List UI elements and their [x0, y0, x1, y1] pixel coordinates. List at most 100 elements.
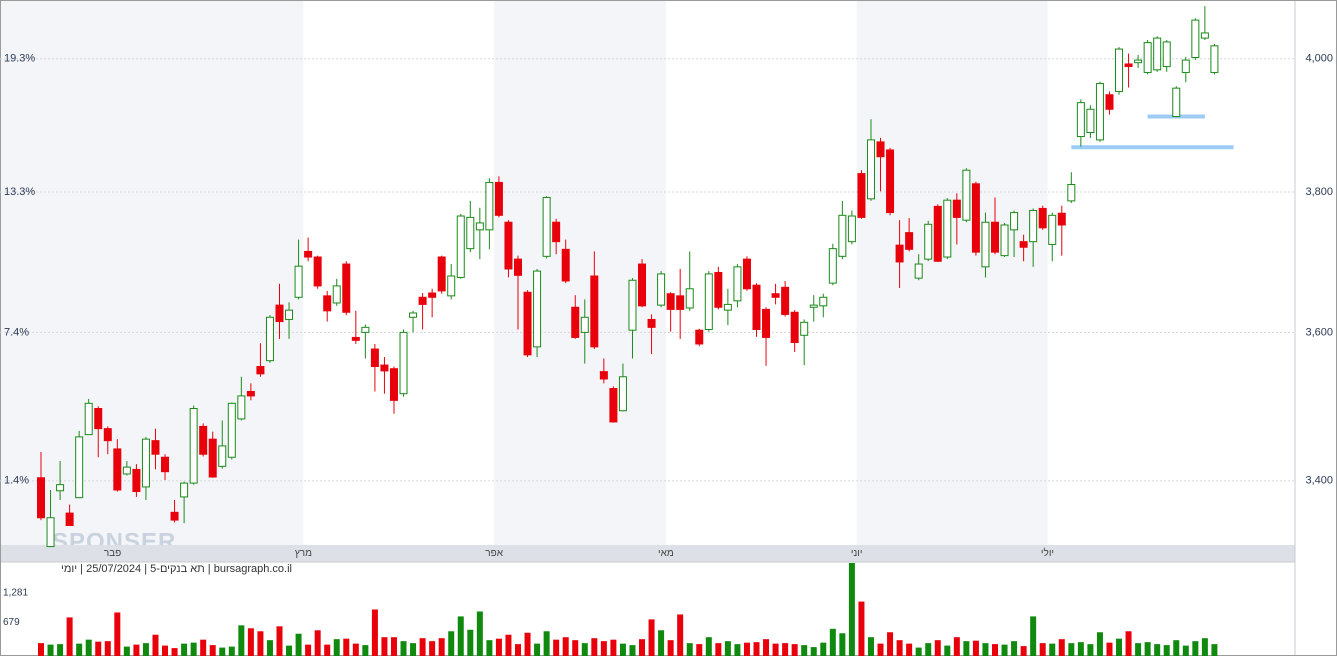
candle-body: [265, 316, 274, 362]
candle-body: [962, 169, 971, 221]
candle-body: [370, 348, 379, 368]
candle-body: [84, 402, 93, 436]
candle-body: [494, 181, 503, 216]
volume-bar: [181, 643, 188, 656]
volume-bar: [763, 639, 770, 656]
candle-body: [991, 221, 999, 253]
volume-bar: [1020, 646, 1027, 656]
candle-body: [838, 214, 847, 257]
candle-body: [723, 303, 732, 311]
volume-bar: [858, 601, 865, 656]
volume-bar: [1068, 643, 1075, 656]
candle-body: [742, 258, 751, 290]
x-tick-label: מרץ: [295, 548, 312, 559]
candle-body: [638, 263, 647, 307]
candle-body: [695, 329, 704, 345]
x-tick-label: אפר: [485, 548, 503, 559]
candle-body: [122, 466, 131, 475]
volume-bar: [486, 640, 493, 656]
candle-body: [323, 295, 332, 312]
volume-bar: [47, 644, 54, 656]
volume-bar: [1144, 642, 1151, 656]
footer-label: bursagraph.co.il | תא בנקים-5 | 25/07/20…: [61, 563, 292, 575]
candle-body: [952, 199, 961, 218]
candle-body: [361, 326, 370, 333]
candle-body: [218, 445, 227, 467]
volume-bar: [152, 634, 159, 656]
volume-bar: [982, 643, 989, 656]
candle-body: [523, 291, 532, 356]
volume-bar: [114, 612, 121, 656]
volume-bar: [992, 644, 998, 656]
candle-body: [332, 285, 341, 304]
x-tick-label: יולי: [1041, 547, 1054, 559]
volume-bar: [1163, 645, 1170, 656]
candle-body: [409, 312, 418, 318]
candle-body: [790, 311, 799, 344]
candle-body: [704, 273, 713, 331]
volume-bar: [896, 640, 903, 656]
volume-bar: [381, 637, 388, 656]
volume-bar: [820, 642, 827, 656]
volume-bar: [810, 647, 817, 656]
candle-body: [141, 438, 150, 488]
candle-body: [1057, 212, 1066, 226]
candle-body: [809, 304, 818, 308]
volume-bar: [371, 609, 378, 656]
candle-body: [905, 232, 914, 250]
volume-bar: [38, 643, 44, 656]
candle-body: [1048, 214, 1057, 245]
candle-body: [714, 271, 723, 308]
volume-bar: [915, 647, 922, 656]
volume-bar: [801, 645, 808, 656]
background: [0, 0, 1048, 545]
volume-bar: [66, 617, 73, 656]
volume-bar: [534, 643, 541, 656]
volume-bar: [839, 633, 846, 656]
volume-bar: [600, 641, 607, 656]
volume-bar: [314, 630, 321, 656]
candle-body: [485, 181, 494, 231]
candle-body: [1105, 94, 1114, 110]
candle-body: [533, 270, 542, 348]
x-tick-label: פבר: [104, 548, 121, 559]
candle-body: [828, 248, 837, 284]
candle-body: [876, 141, 885, 158]
candle-body: [1210, 45, 1219, 73]
candle-body: [762, 308, 771, 338]
volume-bar: [190, 642, 197, 656]
volume-bar: [467, 629, 474, 656]
volume-bar: [877, 643, 884, 656]
volume-bar: [734, 644, 741, 656]
volume-bar: [57, 644, 64, 656]
candle-body: [1134, 59, 1143, 64]
volume-bar: [953, 637, 960, 656]
volume-bar: [963, 641, 970, 656]
volume-bar: [1211, 644, 1218, 656]
candle-body: [1095, 83, 1104, 141]
volume-bar: [543, 631, 550, 656]
volume-bar: [266, 640, 273, 656]
candle-body: [609, 388, 618, 423]
volume-bar: [677, 614, 684, 656]
volume-bar: [362, 645, 369, 656]
volume-bar: [438, 638, 445, 656]
volume-bar: [295, 633, 302, 656]
candle-body: [237, 395, 246, 420]
candle-body: [275, 304, 284, 323]
candle-body: [866, 139, 875, 200]
volume-bar: [934, 640, 941, 656]
volume-bar: [591, 638, 598, 656]
candle-body: [37, 477, 45, 519]
candle-body: [580, 316, 589, 333]
candle-body: [933, 205, 942, 262]
volume-bar: [619, 643, 626, 656]
volume-bar: [104, 641, 111, 656]
candle-body: [103, 428, 112, 442]
candle-body: [599, 371, 608, 380]
volume-bar: [782, 643, 789, 656]
candle-body: [542, 196, 551, 257]
candle-body: [1010, 212, 1019, 231]
